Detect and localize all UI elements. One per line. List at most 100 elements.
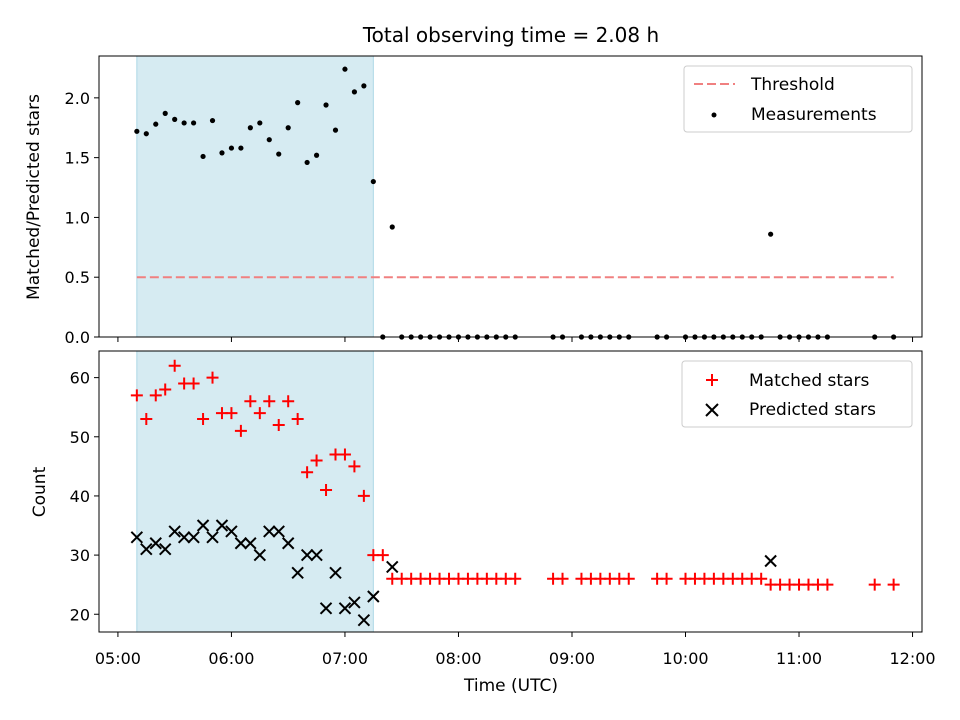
predicted-star-point (130, 531, 144, 544)
matched-star-point (821, 578, 834, 591)
bottom-y-axis-label: Count (30, 466, 50, 517)
matched-star-point (338, 448, 351, 461)
measurement-points (134, 66, 897, 340)
bottom-x-ticks: 05:00 06:00 07:00 08:00 09:00 10:00 11:00 12:00 (95, 632, 936, 668)
matched-star-point (253, 407, 266, 420)
y-tick-label: 50 (70, 428, 90, 447)
top-legend-box (683, 65, 913, 133)
matched-star-point (187, 377, 200, 390)
matched-star-point (140, 413, 153, 426)
predicted-star-point (253, 548, 267, 562)
x-tick-label: 06:00 (208, 649, 254, 668)
matched-star-point (755, 572, 768, 585)
matched-star-point (149, 389, 162, 402)
legend-measurements-swatch (711, 112, 717, 118)
y-tick-label: 30 (70, 546, 90, 565)
top-shaded-interval (136, 55, 374, 338)
chart-title: Total observing time = 2.08 h (362, 23, 659, 47)
legend-predicted-swatch (705, 403, 719, 417)
legend-predicted-label: Predicted stars (749, 400, 876, 420)
measurement-point (162, 110, 168, 116)
measurement-point (143, 131, 149, 137)
matched-star-point (868, 578, 881, 591)
matched-star-point (130, 389, 143, 402)
top-axes-frame (98, 55, 923, 338)
matched-star-point (357, 489, 370, 502)
y-tick-label: 60 (70, 369, 90, 388)
matched-star-point (320, 484, 333, 497)
matched-star-point (244, 395, 257, 408)
measurement-point (389, 224, 395, 230)
measurement-point (332, 127, 339, 133)
predicted-star-point (140, 542, 153, 556)
predicted-star-point (386, 560, 399, 574)
x-tick-label: 07:00 (322, 649, 368, 668)
matched-star-point (197, 413, 210, 426)
top-y-axis-label: Matched/Predicted stars (24, 94, 44, 300)
predicted-star-point (281, 537, 295, 550)
legend-threshold-label: Threshold (750, 75, 835, 95)
bottom-axes-frame (98, 350, 923, 633)
x-axis-label: Time (UTC) (463, 676, 558, 696)
x-tick-label: 05:00 (95, 649, 141, 668)
top-x-ticks (117, 337, 914, 342)
measurement-point (219, 150, 225, 156)
predicted-star-point (159, 542, 172, 556)
matched-star-point (348, 460, 361, 473)
measurement-point (153, 121, 159, 127)
bottom-panel: 20 30 40 50 60 05:00 06:00 07:00 08:00 09:00 10:0… (30, 350, 936, 696)
top-panel: 0.00.51.01.52.0 Matched/Predicted stars … (24, 55, 923, 347)
predicted-star-point (357, 613, 371, 627)
measurement-point (313, 152, 320, 158)
matched-star-point (310, 454, 323, 467)
predicted-star-point (291, 566, 304, 580)
predicted-star-point (300, 548, 314, 562)
measurement-point (304, 159, 310, 166)
predicted-star-point (177, 531, 191, 544)
measurement-point (361, 83, 367, 89)
predicted-star-point (215, 519, 229, 532)
measurement-point (768, 231, 774, 237)
y-tick-label: 1.5 (65, 149, 90, 168)
y-tick-label: 1.0 (65, 208, 90, 227)
matched-star-point (660, 572, 673, 585)
predicted-star-point (348, 596, 361, 609)
legend-matched-swatch (706, 374, 718, 386)
predicted-star-point (196, 519, 210, 532)
measurement-point (285, 125, 291, 131)
measurement-point (276, 151, 282, 157)
x-tick-label: 10:00 (662, 649, 708, 668)
bottom-shaded-interval (136, 350, 374, 633)
measurement-point (295, 100, 301, 106)
matched-star-point (272, 418, 285, 431)
measurement-point (134, 128, 140, 134)
bottom-legend: Matched stars Predicted stars (681, 360, 913, 428)
predicted-star-point (187, 531, 200, 544)
x-tick-label: 11:00 (776, 649, 822, 668)
matched-star-point (509, 572, 522, 585)
matched-star-point (282, 395, 295, 408)
matched-star-point (159, 383, 172, 396)
matched-star-point (376, 549, 389, 562)
matched-star-point (263, 395, 276, 408)
matched-star-points (130, 359, 900, 591)
measurement-point (172, 116, 178, 122)
bottom-y-ticks: 20 30 40 50 60 (70, 369, 99, 624)
measurement-point (342, 66, 348, 72)
matched-star-point (887, 578, 900, 591)
top-legend: Threshold Measurements (683, 65, 913, 133)
matched-star-point (291, 413, 304, 426)
y-tick-label: 2.0 (65, 89, 90, 108)
predicted-star-point (225, 525, 238, 538)
y-tick-label: 40 (70, 487, 90, 506)
bottom-legend-box (681, 360, 913, 428)
legend-matched-label: Matched stars (749, 371, 869, 391)
measurement-point (351, 89, 358, 95)
predicted-star-points (130, 519, 777, 627)
measurement-point (323, 102, 329, 108)
matched-star-point (206, 371, 219, 384)
predicted-star-point (310, 548, 323, 562)
predicted-star-point (764, 554, 777, 568)
y-tick-label: 0.5 (65, 268, 90, 287)
measurement-point (228, 145, 235, 151)
